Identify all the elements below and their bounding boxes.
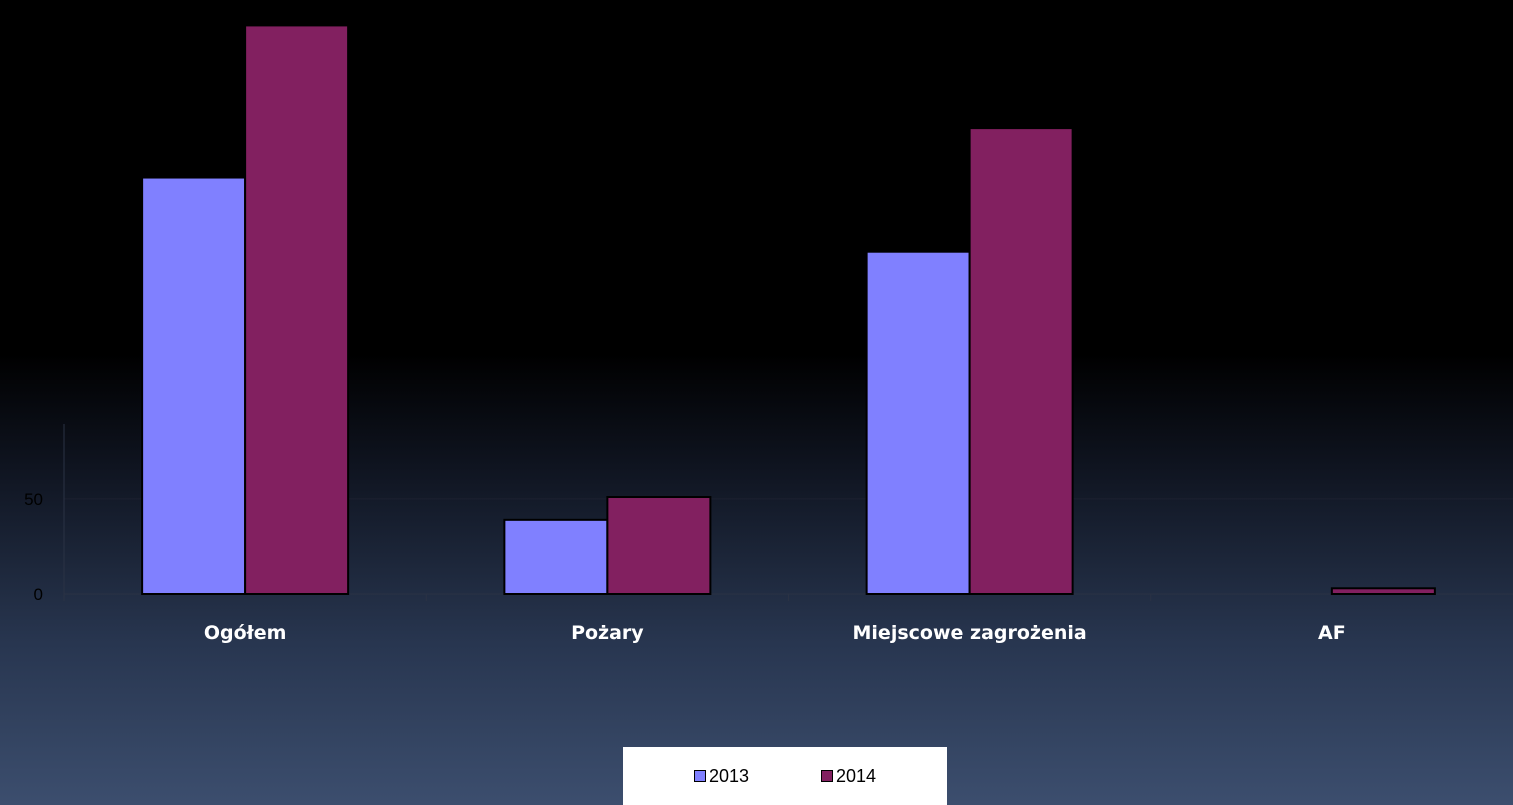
bar-2014-3 bbox=[1330, 587, 1436, 596]
bar-2013-2 bbox=[865, 250, 971, 595]
legend-swatch-2014 bbox=[821, 770, 833, 782]
x-category-label: Ogółem bbox=[204, 622, 287, 644]
legend-item-2013: 2013 bbox=[693, 765, 749, 787]
x-category-label: Pożary bbox=[571, 622, 644, 644]
x-category-label: AF bbox=[1318, 622, 1346, 644]
axis-labels: 0 50 Ogółem Pożary Miejscowe zagrożenia AF bbox=[24, 490, 1346, 644]
bar-2013-1 bbox=[503, 518, 609, 595]
bar-2014-0 bbox=[244, 24, 350, 595]
legend-item-2014: 2014 bbox=[821, 766, 876, 787]
legend-swatch-2013 bbox=[693, 770, 706, 782]
bar-chart: 0 50 Ogółem Pożary Miejscowe zagrożenia AF bbox=[24, 24, 1513, 644]
legend: 2013 2014 bbox=[623, 747, 947, 805]
legend-label-2014: 2014 bbox=[836, 765, 877, 786]
y-tick-label: 0 bbox=[34, 585, 43, 604]
bars bbox=[141, 24, 1436, 596]
legend-label-2013: 2013 bbox=[708, 765, 749, 786]
bar-2013-0 bbox=[141, 176, 247, 595]
x-category-label: Miejscowe zagrożenia bbox=[853, 622, 1087, 644]
bar-2014-1 bbox=[606, 496, 712, 595]
bar-2014-2 bbox=[968, 127, 1074, 595]
y-tick-label: 50 bbox=[24, 490, 43, 509]
